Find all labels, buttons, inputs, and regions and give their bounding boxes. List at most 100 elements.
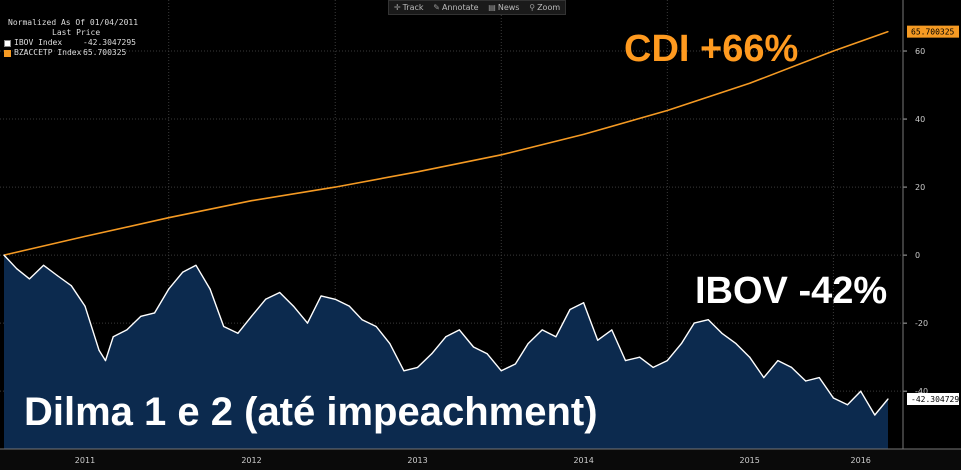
chart-tick-labels: 60 40 20 0 -20 -40 2011 2012 2013 2014 2015 2016 bbox=[75, 47, 928, 465]
series-1-point-44 bbox=[597, 339, 599, 341]
series-1-point-26 bbox=[348, 305, 350, 307]
legend-value-cdi: 65.700325 bbox=[83, 48, 127, 57]
flag-ibov-box bbox=[907, 392, 959, 405]
y-tick-label-4: -20 bbox=[915, 319, 928, 328]
series-1-point-0 bbox=[3, 254, 5, 256]
legend-entry-ibov[interactable]: IBOV Index -42.3047295 bbox=[4, 38, 138, 48]
series-1-point-56 bbox=[763, 376, 765, 379]
series-lines bbox=[3, 30, 889, 416]
legend-name-cdi: BZACCETP Index bbox=[14, 48, 82, 57]
annotate-button[interactable]: ✎ Annotate bbox=[433, 3, 478, 12]
series-1-point-1 bbox=[16, 268, 18, 270]
series-0-point-10 bbox=[832, 50, 835, 52]
series-1-point-3 bbox=[42, 264, 45, 266]
legend-swatch-ibov bbox=[4, 39, 11, 47]
series-1-point-55 bbox=[749, 356, 751, 358]
series-1-point-58 bbox=[790, 366, 793, 368]
series-1-point-33 bbox=[445, 336, 447, 338]
series-1-point-5 bbox=[70, 285, 72, 287]
crosshair-icon: ✛ bbox=[393, 3, 401, 12]
flag-cdi: 65.700325 bbox=[907, 25, 959, 38]
news-label: News bbox=[497, 3, 520, 12]
series-1-point-51 bbox=[693, 322, 695, 324]
series-1-point-14 bbox=[182, 271, 184, 273]
series-1-point-10 bbox=[126, 329, 128, 331]
series-1-point-36 bbox=[486, 353, 488, 355]
series-1-point-13 bbox=[168, 288, 170, 290]
series-0-point-9 bbox=[749, 82, 751, 84]
series-1-point-37 bbox=[500, 370, 502, 372]
series-1-point-57 bbox=[777, 359, 779, 362]
series-1-point-50 bbox=[680, 342, 683, 345]
series-1-point-27 bbox=[361, 319, 363, 321]
series-1-point-7 bbox=[98, 349, 100, 351]
zoom-label: Zoom bbox=[537, 3, 561, 12]
series-1-point-63 bbox=[860, 390, 862, 392]
series-1-point-8 bbox=[104, 359, 107, 362]
series-1-point-6 bbox=[84, 305, 86, 307]
series-1-point-45 bbox=[611, 329, 613, 331]
series-1-point-21 bbox=[279, 291, 281, 294]
series-0-point-5 bbox=[416, 171, 419, 173]
series-1-point-43 bbox=[583, 302, 585, 304]
zoom-button[interactable]: ⚲ Zoom bbox=[529, 3, 560, 12]
legend-name-ibov: IBOV Index bbox=[14, 38, 63, 47]
x-tick-label-2016: 2016 bbox=[851, 456, 871, 465]
series-1-point-64 bbox=[874, 414, 876, 416]
series-1-point-24 bbox=[320, 295, 322, 297]
annotation-ibov: IBOV -42% bbox=[695, 270, 888, 312]
x-tick-label-2015: 2015 bbox=[740, 456, 760, 465]
x-axis-band bbox=[0, 449, 961, 470]
series-1-point-42 bbox=[569, 308, 571, 311]
series-1-point-16 bbox=[209, 288, 211, 290]
annotation-cdi: CDI +66% bbox=[624, 28, 799, 70]
flag-cdi-text: 65.700325 bbox=[911, 28, 955, 37]
series-1-point-19 bbox=[250, 315, 253, 317]
series-1-point-48 bbox=[652, 366, 654, 368]
x-tick-label-2012: 2012 bbox=[241, 456, 261, 465]
legend-entry-cdi[interactable]: BZACCETP Index 65.700325 bbox=[4, 48, 138, 58]
series-1-point-25 bbox=[334, 298, 336, 300]
flag-cdi-box bbox=[907, 25, 959, 38]
series-1-point-15 bbox=[195, 264, 197, 266]
series-1-point-23 bbox=[306, 322, 309, 324]
series-1-point-52 bbox=[707, 319, 709, 321]
series-1-point-2 bbox=[28, 278, 31, 280]
annotation-dilma: Dilma 1 e 2 (até impeachment) bbox=[24, 390, 598, 434]
series-0-point-6 bbox=[500, 154, 502, 156]
series-1-point-20 bbox=[265, 298, 267, 300]
track-button[interactable]: ✛ Track bbox=[394, 3, 424, 12]
flag-ibov-text: -42.3047295 bbox=[911, 395, 961, 404]
series-1-point-38 bbox=[514, 363, 516, 365]
series-1-point-40 bbox=[541, 329, 543, 331]
y-tick-label-3: 0 bbox=[915, 251, 920, 260]
series-1-point-59 bbox=[805, 380, 807, 382]
series-fills bbox=[4, 255, 888, 449]
pencil-icon: ✎ bbox=[433, 3, 440, 12]
series-1-point-12 bbox=[153, 312, 156, 314]
series-1-point-4 bbox=[56, 274, 58, 277]
y-tick-label-5: -40 bbox=[915, 387, 928, 396]
series-1-point-61 bbox=[832, 397, 835, 399]
series-line-1 bbox=[3, 254, 889, 416]
series-1-point-34 bbox=[458, 329, 461, 331]
chart-toolbar: ✛ Track ✎ Annotate ▤ News ⚲ Zoom bbox=[388, 0, 566, 15]
series-1-point-29 bbox=[389, 342, 391, 345]
series-0-point-4 bbox=[334, 186, 336, 188]
series-0-point-8 bbox=[666, 109, 668, 112]
series-0-point-11 bbox=[887, 31, 889, 33]
series-0-point-3 bbox=[250, 200, 253, 202]
magnifier-icon: ⚲ bbox=[529, 3, 536, 12]
x-tick-label-2011: 2011 bbox=[75, 456, 95, 465]
series-0-point-2 bbox=[168, 217, 170, 219]
series-1-point-41 bbox=[555, 336, 557, 338]
series-1-point-9 bbox=[112, 336, 114, 338]
x-tick-label-2013: 2013 bbox=[407, 456, 427, 465]
annotate-label: Annotate bbox=[441, 3, 479, 12]
series-1-point-35 bbox=[472, 346, 475, 348]
news-button[interactable]: ▤ News bbox=[488, 3, 519, 12]
series-1-point-28 bbox=[375, 325, 377, 328]
news-icon: ▤ bbox=[488, 3, 496, 12]
y-tick-label-2: 20 bbox=[915, 183, 925, 192]
